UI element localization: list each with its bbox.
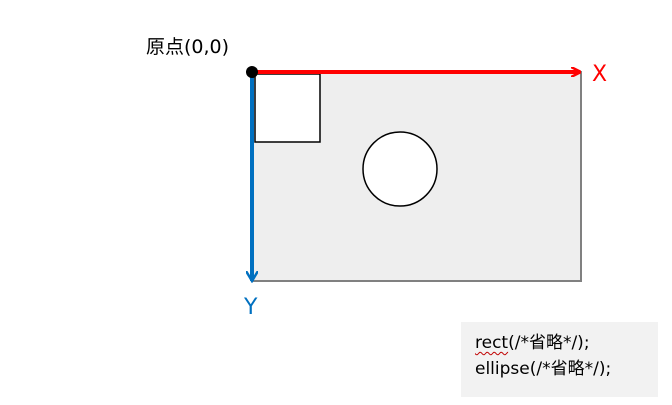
rect-shape [254, 73, 321, 143]
code-line-ellipse: ellipse(/*省略*/); [475, 359, 612, 379]
code-line-rect: rect(/*省略*/); [475, 330, 658, 356]
origin-dot [246, 66, 258, 78]
y-axis-label: Y [243, 295, 258, 320]
code-snippet-box: rect(/*省略*/); ellipse(/*省略*/); [461, 322, 658, 397]
origin-label: 原点(0,0) [146, 36, 229, 58]
ellipse-shape [362, 131, 438, 207]
x-axis-label: X [592, 62, 607, 87]
code-rect-keyword: rect [475, 333, 509, 353]
code-rect-args: (/*省略*/); [508, 333, 590, 353]
